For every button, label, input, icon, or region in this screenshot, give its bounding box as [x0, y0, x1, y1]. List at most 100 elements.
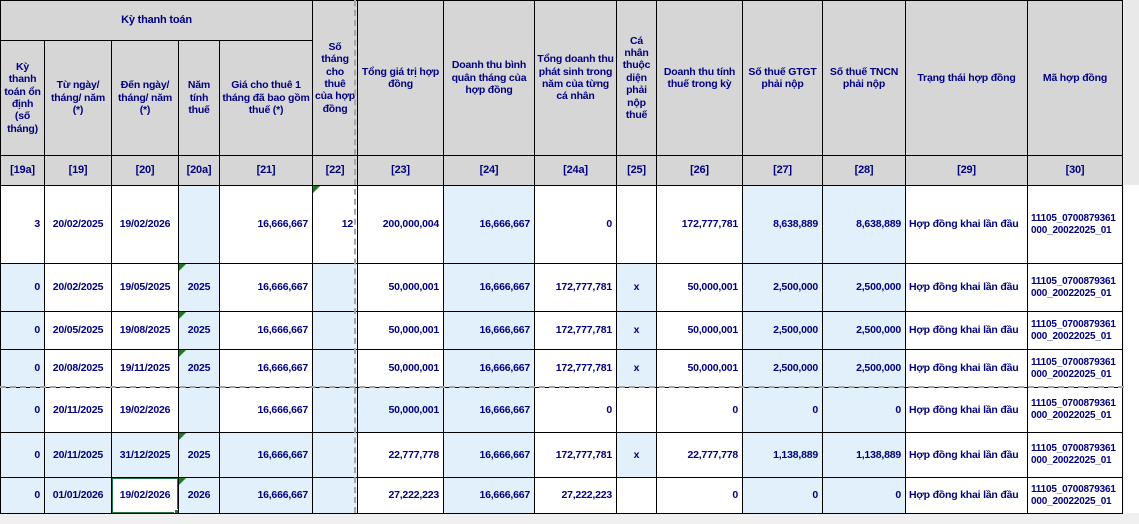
cell-row6-22[interactable] [313, 433, 358, 478]
cell-row3-24[interactable]: 16,666,667 [444, 312, 535, 350]
col-header-23[interactable]: Tổng giá trị hợp đồng [358, 1, 444, 156]
col-header-27[interactable]: Số thuế GTGT phải nộp [743, 1, 823, 156]
cell-row3-30[interactable]: 11105_0700879361000_20022025_01 [1028, 312, 1123, 350]
col-header-20a[interactable]: Năm tính thuế [179, 41, 220, 156]
cell-row4-21[interactable]: 16,666,667 [220, 350, 313, 388]
cell-row5-30[interactable]: 11105_0700879361000_20022025_01 [1028, 388, 1123, 433]
cell-row1-21[interactable]: 16,666,667 [220, 186, 313, 264]
cell-row7-23[interactable]: 27,222,223 [358, 478, 444, 514]
cell-row6-25[interactable]: x [617, 433, 657, 478]
cell-row4-27[interactable]: 2,500,000 [743, 350, 823, 388]
col-code-28[interactable]: [28] [823, 156, 906, 186]
cell-row7-22[interactable] [313, 478, 358, 514]
cell-row4-24[interactable]: 16,666,667 [444, 350, 535, 388]
cell-row1-24[interactable]: 16,666,667 [444, 186, 535, 264]
cell-row5-19[interactable]: 20/11/2025 [45, 388, 112, 433]
cell-row6-24a[interactable]: 172,777,781 [535, 433, 617, 478]
cell-row2-19a[interactable]: 0 [1, 264, 45, 312]
cell-row4-23[interactable]: 50,000,001 [358, 350, 444, 388]
cell-row5-24a[interactable]: 0 [535, 388, 617, 433]
cell-row5-27[interactable]: 0 [743, 388, 823, 433]
cell-row1-28[interactable]: 8,638,889 [823, 186, 906, 264]
col-code-27[interactable]: [27] [743, 156, 823, 186]
cell-row6-23[interactable]: 22,777,778 [358, 433, 444, 478]
cell-row5-24[interactable]: 16,666,667 [444, 388, 535, 433]
cell-row2-22[interactable] [313, 264, 358, 312]
cell-row6-27[interactable]: 1,138,889 [743, 433, 823, 478]
cell-row4-22[interactable] [313, 350, 358, 388]
cell-row4-28[interactable]: 2,500,000 [823, 350, 906, 388]
cell-row2-21[interactable]: 16,666,667 [220, 264, 313, 312]
cell-row1-23[interactable]: 200,000,004 [358, 186, 444, 264]
cell-row1-22[interactable]: 12 [313, 186, 358, 264]
cell-row3-25[interactable]: x [617, 312, 657, 350]
col-header-19a[interactable]: Kỳ thanh toán ổn định (số tháng) [1, 41, 45, 156]
cell-row4-20a[interactable]: 2025 [179, 350, 220, 388]
cell-row6-24[interactable]: 16,666,667 [444, 433, 535, 478]
cell-row5-20a[interactable] [179, 388, 220, 433]
cell-row5-21[interactable]: 16,666,667 [220, 388, 313, 433]
cell-row2-20a[interactable]: 2025 [179, 264, 220, 312]
cell-row2-29[interactable]: Hợp đồng khai lần đầu [906, 264, 1028, 312]
col-code-20[interactable]: [20] [112, 156, 179, 186]
cell-row1-19[interactable]: 20/02/2025 [45, 186, 112, 264]
cell-row5-28[interactable]: 0 [823, 388, 906, 433]
col-header-21[interactable]: Giá cho thuê 1 tháng đã bao gồm thuế (*) [220, 41, 313, 156]
col-code-20a[interactable]: [20a] [179, 156, 220, 186]
col-header-24a[interactable]: Tổng doanh thu phát sinh trong năm của t… [535, 1, 617, 156]
col-header-29[interactable]: Trạng thái hợp đồng [906, 1, 1028, 156]
col-header-26[interactable]: Doanh thu tính thuế trong kỳ [657, 1, 743, 156]
col-code-30[interactable]: [30] [1028, 156, 1123, 186]
col-header-28[interactable]: Số thuế TNCN phải nộp [823, 1, 906, 156]
cell-row3-19[interactable]: 20/05/2025 [45, 312, 112, 350]
cell-row5-22[interactable] [313, 388, 358, 433]
cell-row6-30[interactable]: 11105_0700879361000_20022025_01 [1028, 433, 1123, 478]
cell-row5-29[interactable]: Hợp đồng khai lần đầu [906, 388, 1028, 433]
fill-handle[interactable] [174, 509, 178, 513]
cell-row4-19a[interactable]: 0 [1, 350, 45, 388]
cell-row6-20a[interactable]: 2025 [179, 433, 220, 478]
cell-row7-20a[interactable]: 2026 [179, 478, 220, 514]
cell-row6-19[interactable]: 20/11/2025 [45, 433, 112, 478]
cell-row5-20[interactable]: 19/02/2026 [112, 388, 179, 433]
cell-row2-28[interactable]: 2,500,000 [823, 264, 906, 312]
cell-row4-30[interactable]: 11105_0700879361000_20022025_01 [1028, 350, 1123, 388]
cell-row1-24a[interactable]: 0 [535, 186, 617, 264]
cell-row6-19a[interactable]: 0 [1, 433, 45, 478]
cell-row2-24a[interactable]: 172,777,781 [535, 264, 617, 312]
cell-row2-20[interactable]: 19/05/2025 [112, 264, 179, 312]
col-code-22[interactable]: [22] [313, 156, 358, 186]
cell-row7-19a[interactable]: 0 [1, 478, 45, 514]
group-header-payment-period[interactable]: Kỳ thanh toán [1, 1, 313, 41]
cell-row4-19[interactable]: 20/08/2025 [45, 350, 112, 388]
cell-row1-25[interactable] [617, 186, 657, 264]
col-header-24[interactable]: Doanh thu bình quân tháng của hợp đồng [444, 1, 535, 156]
cell-row2-23[interactable]: 50,000,001 [358, 264, 444, 312]
cell-row2-27[interactable]: 2,500,000 [743, 264, 823, 312]
cell-row7-24a[interactable]: 27,222,223 [535, 478, 617, 514]
col-header-25[interactable]: Cá nhân thuộc diện phải nộp thuế [617, 1, 657, 156]
cell-row3-28[interactable]: 2,500,000 [823, 312, 906, 350]
cell-row4-29[interactable]: Hợp đồng khai lần đầu [906, 350, 1028, 388]
cell-row3-26[interactable]: 50,000,001 [657, 312, 743, 350]
col-code-25[interactable]: [25] [617, 156, 657, 186]
cell-row7-25[interactable] [617, 478, 657, 514]
cell-row3-20[interactable]: 19/08/2025 [112, 312, 179, 350]
cell-row1-30[interactable]: 11105_0700879361000_20022025_01 [1028, 186, 1123, 264]
cell-row5-26[interactable]: 0 [657, 388, 743, 433]
cell-row6-20[interactable]: 31/12/2025 [112, 433, 179, 478]
cell-row3-29[interactable]: Hợp đồng khai lần đầu [906, 312, 1028, 350]
cell-row6-28[interactable]: 1,138,889 [823, 433, 906, 478]
cell-row1-27[interactable]: 8,638,889 [743, 186, 823, 264]
col-code-23[interactable]: [23] [358, 156, 444, 186]
cell-row3-19a[interactable]: 0 [1, 312, 45, 350]
cell-row1-29[interactable]: Hợp đồng khai lần đầu [906, 186, 1028, 264]
cell-row2-19[interactable]: 20/02/2025 [45, 264, 112, 312]
col-code-19a[interactable]: [19a] [1, 156, 45, 186]
col-header-20[interactable]: Đến ngày/ tháng/ năm (*) [112, 41, 179, 156]
cell-row4-25[interactable]: x [617, 350, 657, 388]
cell-row3-21[interactable]: 16,666,667 [220, 312, 313, 350]
cell-row2-26[interactable]: 50,000,001 [657, 264, 743, 312]
cell-row4-20[interactable]: 19/11/2025 [112, 350, 179, 388]
cell-row3-20a[interactable]: 2025 [179, 312, 220, 350]
